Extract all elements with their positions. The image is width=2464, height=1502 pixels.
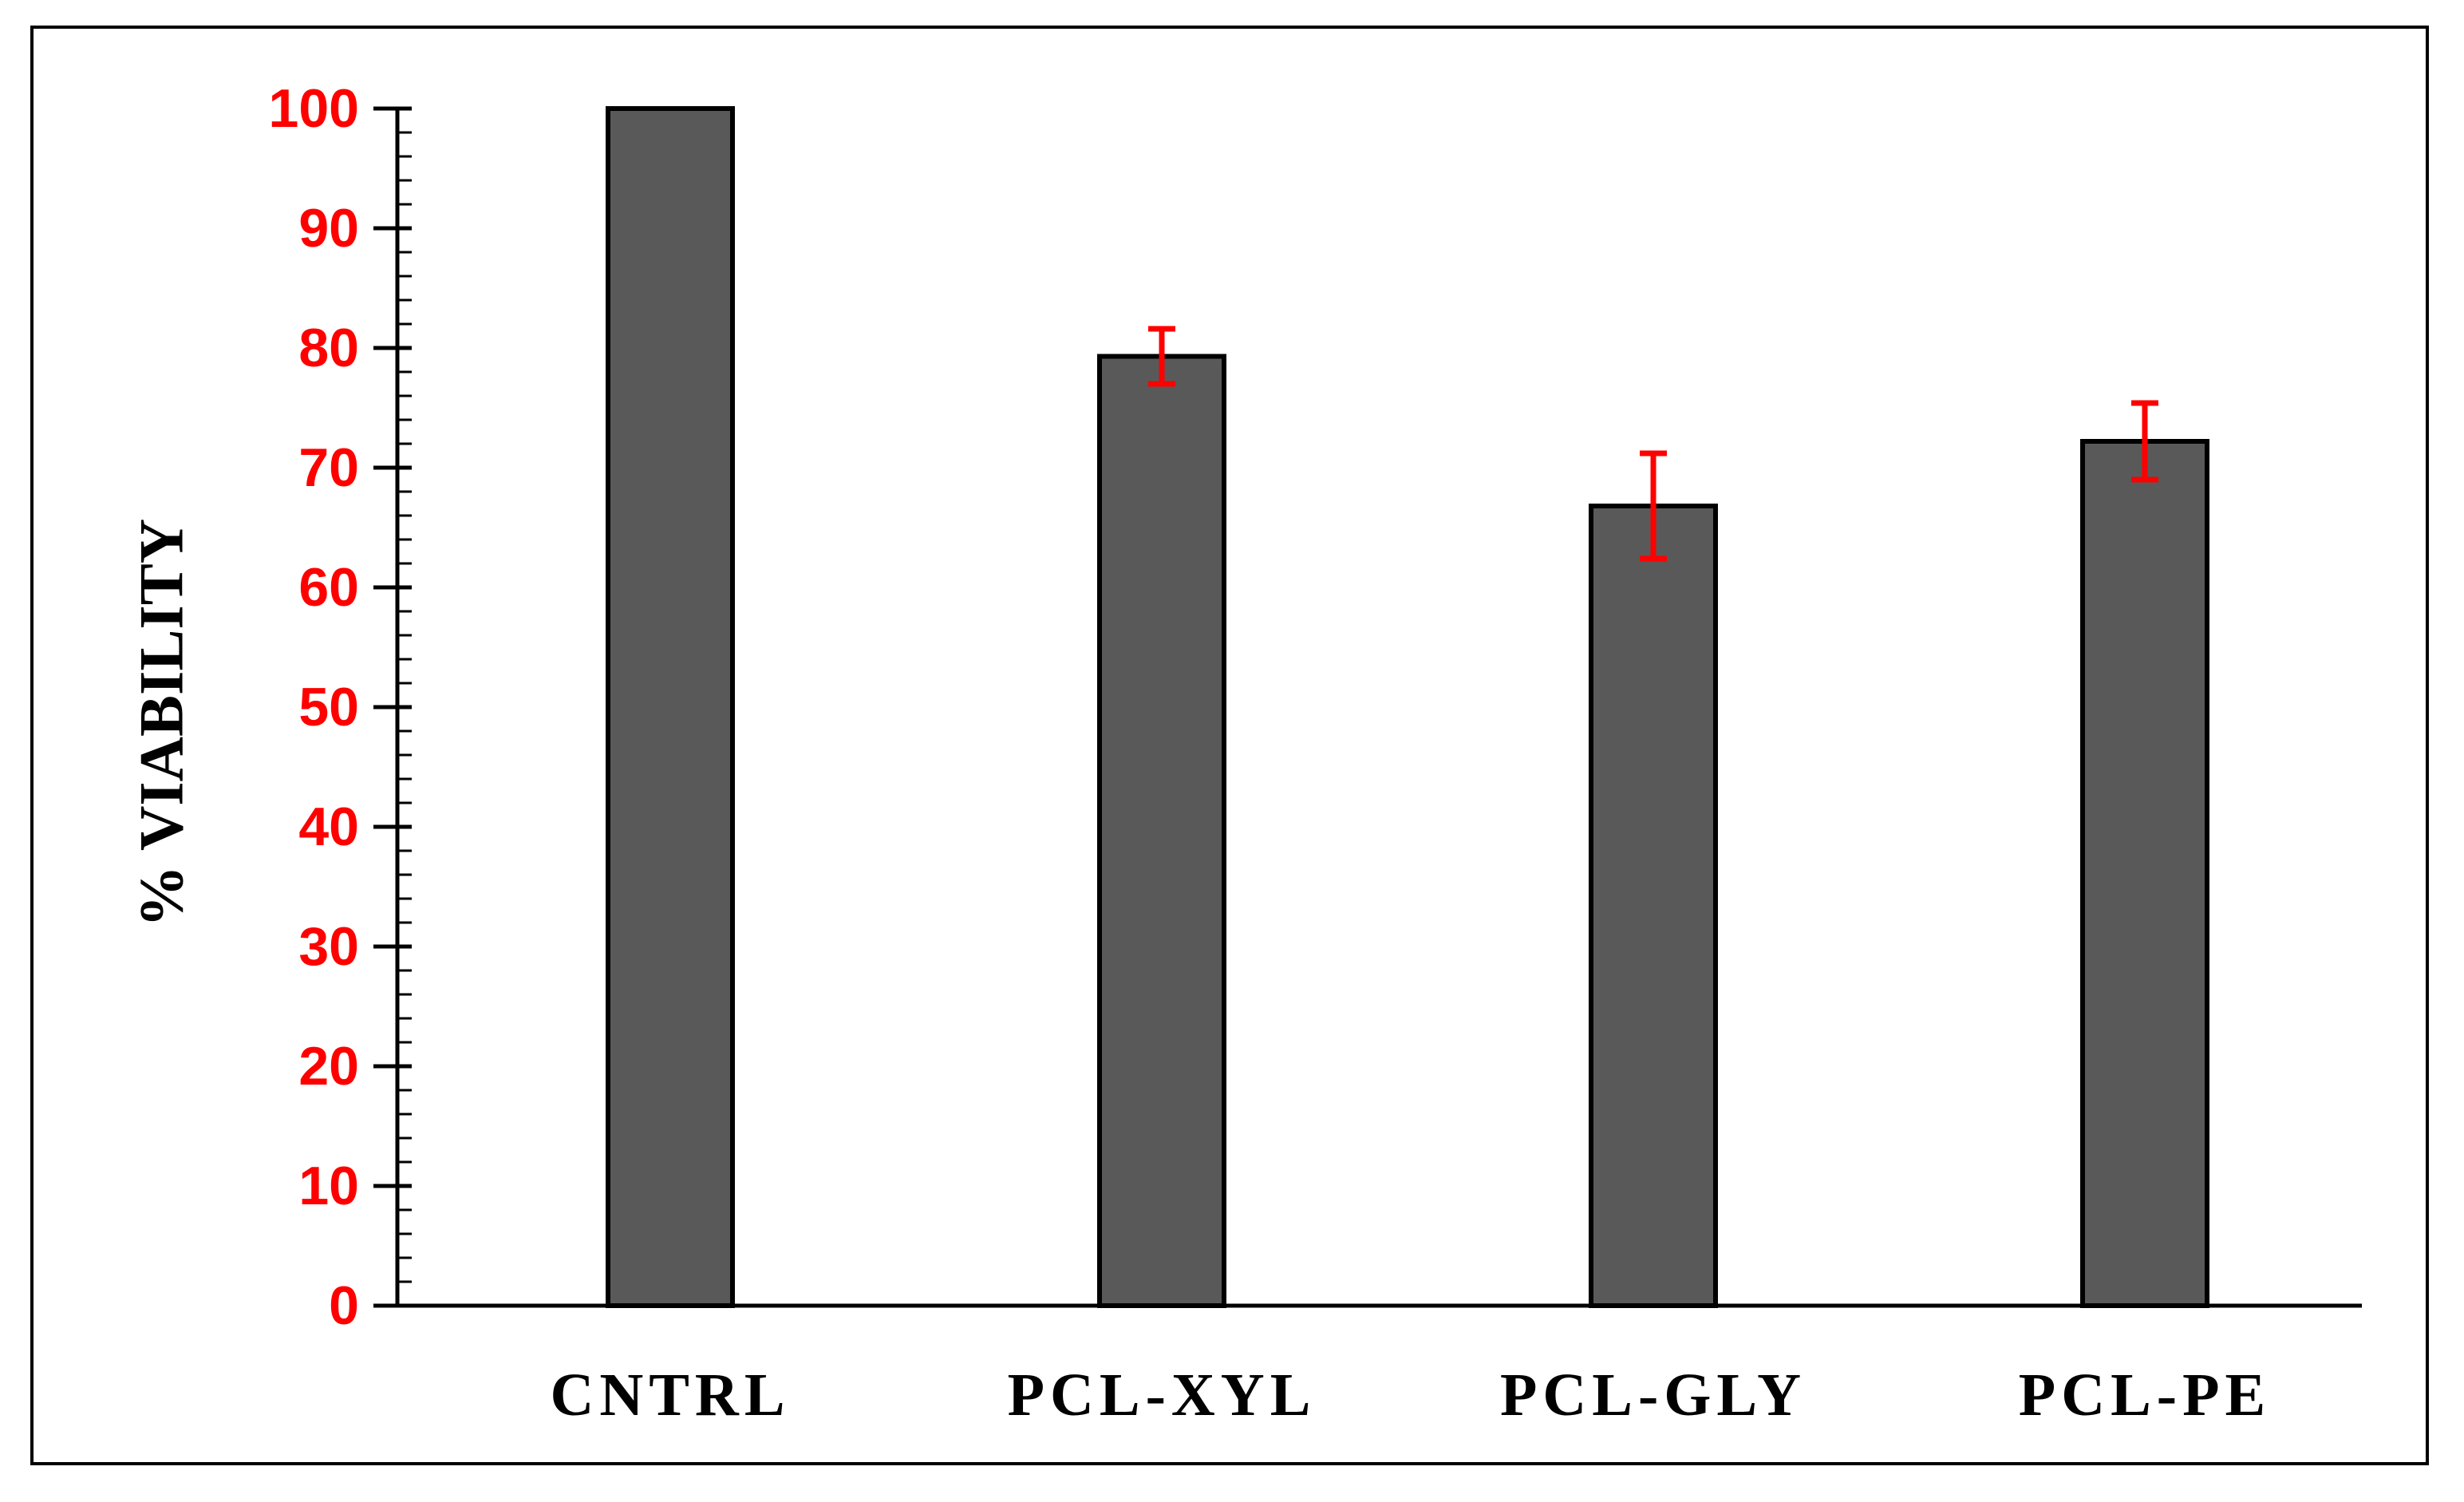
error-bar-pcl-xyl: [1148, 326, 1175, 387]
y-tick-label: 30: [298, 916, 359, 977]
x-tick-label-pcl-xyl: PCL-XYL: [1008, 1362, 1317, 1429]
x-tick-label-pcl-pe: PCL-PE: [2019, 1362, 2271, 1429]
chart-frame: % VIABILITY 0 10 20 30 40 50 60 70 80 90 100 CNTRL…: [30, 26, 2429, 1465]
y-tick-label: 60: [298, 557, 359, 618]
y-tick-label: 20: [298, 1036, 359, 1097]
axes: [373, 107, 2362, 1308]
y-tick-label: 70: [298, 437, 359, 498]
y-tick-label: 100: [269, 78, 359, 139]
x-tick-label-pcl-gly: PCL-GLY: [1500, 1362, 1807, 1429]
error-bars: [1148, 326, 2158, 562]
y-tick-label: 90: [298, 198, 359, 259]
y-tick-labels: 0 10 20 30 40 50 60 70 80 90 100: [269, 78, 359, 1336]
x-tick-label-cntrl: CNTRL: [550, 1362, 790, 1429]
x-tick-labels: CNTRL PCL-XYL PCL-GLY PCL-PE: [550, 1362, 2271, 1429]
bar-pcl-pe: [2080, 439, 2209, 1308]
y-tick-label: 0: [329, 1275, 359, 1336]
error-bar-pcl-gly: [1640, 450, 1667, 562]
y-axis-title-group: % VIABILITY: [127, 519, 196, 927]
error-bar-pcl-pe: [2131, 400, 2158, 483]
bar-cntrl: [606, 106, 735, 1308]
y-tick-label: 40: [298, 796, 359, 857]
y-major-ticks: [373, 106, 412, 1308]
bar-chart: % VIABILITY 0 10 20 30 40 50 60 70 80 90 100 CNTRL…: [127, 78, 2362, 1429]
y-tick-label: 10: [298, 1156, 359, 1216]
y-tick-label: 80: [298, 318, 359, 378]
bars: [606, 106, 2209, 1308]
y-axis-title: % VIABILITY: [127, 519, 196, 927]
bar-pcl-xyl: [1097, 354, 1226, 1308]
y-tick-label: 50: [298, 677, 359, 737]
bar-pcl-gly: [1589, 504, 1718, 1308]
